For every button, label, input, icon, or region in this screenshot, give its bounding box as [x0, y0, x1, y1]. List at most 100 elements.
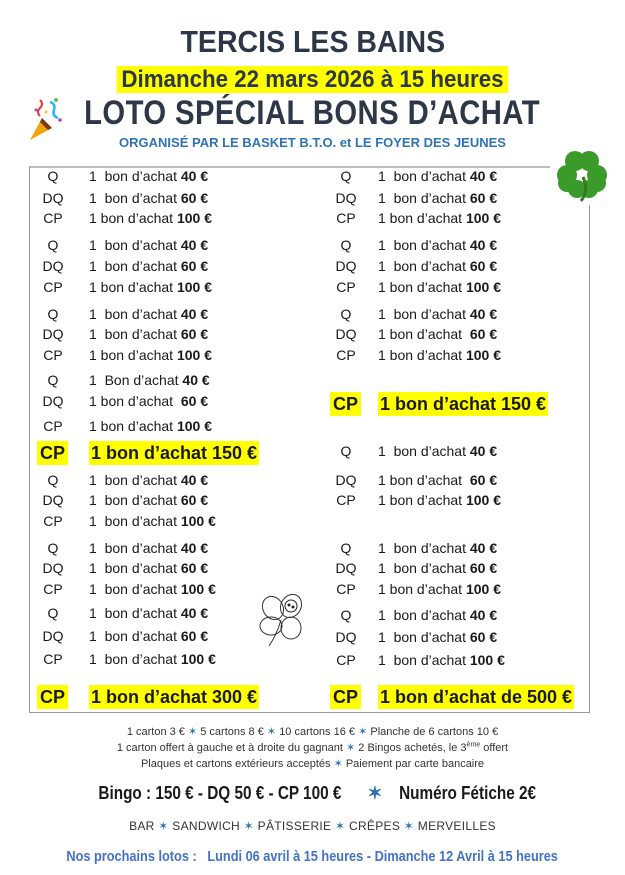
- prize-description: 1 bon d’achat: [378, 652, 470, 668]
- prize-text: 1 bon d’achat 100 €: [89, 416, 212, 436]
- prize-amount: 60 €: [469, 472, 498, 488]
- prize-description: 1 bon d’achat: [89, 306, 181, 322]
- round-type: Q: [340, 443, 352, 459]
- prize-amount: 100 €: [180, 513, 216, 529]
- prize-text: 1 bon d’achat 100 €: [89, 345, 212, 365]
- round-type: Q: [340, 607, 352, 623]
- table-border-top: [29, 166, 550, 168]
- round-type: Q: [47, 605, 59, 621]
- prize-text: 1 bon d’achat de 500 €: [378, 685, 575, 709]
- prize-description: 1 bon d’achat: [89, 210, 177, 226]
- prize-amount: 60 €: [180, 393, 209, 409]
- prize-description: 1 bon d’achat: [378, 443, 470, 459]
- prize-text: 1 bon d’achat 60 €: [378, 256, 497, 276]
- prize-amount: 40 €: [180, 168, 209, 184]
- prize-amount: 40 €: [469, 237, 498, 253]
- prize-description: 1 bon d’achat: [378, 306, 470, 322]
- next-lotos: Nos prochains lotos : Lundi 06 avril à 1…: [66, 848, 559, 865]
- prize-amount: 40 €: [180, 306, 209, 322]
- prize-text: 1 bon d’achat 60 €: [89, 626, 208, 646]
- prize-amount: 40 €: [469, 443, 498, 459]
- table-border-left: [29, 166, 30, 713]
- prize-text: 1 bon d’achat 150 €: [378, 392, 549, 416]
- prize-text: 1 bon d’achat 100 €: [89, 649, 216, 669]
- prize-description: 1 bon d’achat: [89, 168, 181, 184]
- party-popper-icon: [30, 98, 62, 140]
- round-type: CP: [43, 279, 63, 295]
- table-border-bottom: [29, 712, 590, 713]
- prize-description: 1 Bon d’achat: [89, 372, 183, 388]
- prize-amount: 60 €: [180, 492, 209, 508]
- prices-line-3: Plaques et cartons extérieurs acceptés ✶…: [140, 758, 485, 770]
- prize-text: 1 bon d’achat 40 €: [89, 603, 208, 623]
- prize-amount: 100 €: [465, 492, 502, 508]
- round-type: Q: [47, 168, 59, 184]
- prize-amount: 100 €: [180, 581, 216, 597]
- prize-text: 1 bon d’achat 100 €: [378, 208, 501, 228]
- round-type: CP: [43, 651, 63, 667]
- round-type: CP: [37, 441, 69, 465]
- prize-description: 1 bon d’achat: [89, 560, 181, 576]
- prize-description: 1 bon d’achat de 500 €: [380, 687, 573, 707]
- prize-text: 1 bon d’achat 60 €: [89, 256, 208, 276]
- round-type: DQ: [335, 258, 357, 274]
- round-type: CP: [336, 210, 356, 226]
- prize-description: 1 bon d’achat: [378, 326, 470, 342]
- prize-amount: 100 €: [180, 651, 216, 667]
- organizer: ORGANISÉ PAR LE BASKET B.T.O. et LE FOYE…: [119, 135, 506, 150]
- prize-text: 1 bon d’achat 100 €: [378, 579, 501, 599]
- town-title: TERCIS LES BAINS: [180, 24, 445, 59]
- round-type: CP: [330, 392, 362, 416]
- prize-text: 1 bon d’achat 40 €: [89, 538, 208, 558]
- prize-amount: 40 €: [180, 237, 209, 253]
- round-type: CP: [336, 581, 356, 597]
- prize-text: 1 bon d’achat 100 €: [378, 490, 501, 510]
- prize-description: 1 bon d’achat: [89, 258, 181, 274]
- prize-amount: 100 €: [176, 279, 213, 295]
- prize-description: 1 bon d’achat: [378, 190, 470, 206]
- round-type: DQ: [42, 560, 64, 576]
- prize-text: 1 bon d’achat 100 €: [378, 277, 501, 297]
- prize-description: 1 bon d’achat: [378, 629, 470, 645]
- prize-description: 1 bon d’achat: [378, 258, 470, 274]
- round-type: CP: [336, 492, 356, 508]
- prize-description: 1 bon d’achat: [378, 237, 470, 253]
- prize-text: 1 bon d’achat 40 €: [378, 166, 497, 186]
- event-date: Dimanche 22 mars 2026 à 15 heures: [0, 66, 625, 93]
- prize-amount: 60 €: [469, 326, 498, 342]
- prize-description: 1 bon d’achat: [378, 168, 470, 184]
- prize-text: 1 bon d’achat 60 €: [378, 188, 497, 208]
- prize-amount: 40 €: [182, 372, 210, 388]
- prize-description: 1 bon d’achat: [89, 513, 181, 529]
- prize-text: 1 bon d’achat 150 €: [89, 441, 260, 465]
- round-type: Q: [340, 540, 352, 556]
- prize-description: 1 bon d’achat: [89, 326, 181, 342]
- refreshments: BAR ✶ SANDWICH ✶ PÂTISSERIE ✶ CRÊPES ✶ M…: [129, 819, 496, 833]
- prize-description: 1 bon d’achat: [378, 347, 466, 363]
- round-type: CP: [37, 685, 69, 709]
- prize-description: 1 bon d’achat: [378, 581, 466, 597]
- prize-amount: 60 €: [180, 258, 209, 274]
- prize-description: 1 bon d’achat: [89, 418, 177, 434]
- prize-text: 1 bon d’achat 60 €: [378, 558, 497, 578]
- prices-line-2: 1 carton offert à gauche et à droite du …: [116, 741, 509, 754]
- prize-text: 1 bon d’achat 60 €: [89, 324, 208, 344]
- prize-text: 1 bon d’achat 40 €: [89, 470, 208, 490]
- prize-amount: 60 €: [180, 560, 209, 576]
- round-type: Q: [47, 237, 59, 253]
- prize-text: 1 bon d’achat 60 €: [378, 627, 497, 647]
- prize-text: 1 bon d’achat 60 €: [89, 391, 208, 411]
- prize-amount: 100 €: [176, 347, 213, 363]
- prize-text: 1 bon d’achat 40 €: [378, 441, 497, 461]
- prize-description: 1 bon d’achat: [89, 237, 181, 253]
- prize-description: 1 bon d’achat: [89, 393, 181, 409]
- round-type: CP: [43, 418, 63, 434]
- prize-text: 1 bon d’achat 60 €: [378, 324, 497, 344]
- prize-amount: 100 €: [465, 581, 502, 597]
- prize-description: 1 bon d’achat: [89, 605, 181, 621]
- prize-amount: 40 €: [180, 605, 209, 621]
- prize-text: 1 bon d’achat 100 €: [89, 208, 212, 228]
- prize-text: 1 bon d’achat 60 €: [89, 188, 208, 208]
- prize-amount: 60 €: [180, 190, 209, 206]
- prize-description: 1 bon d’achat: [89, 190, 181, 206]
